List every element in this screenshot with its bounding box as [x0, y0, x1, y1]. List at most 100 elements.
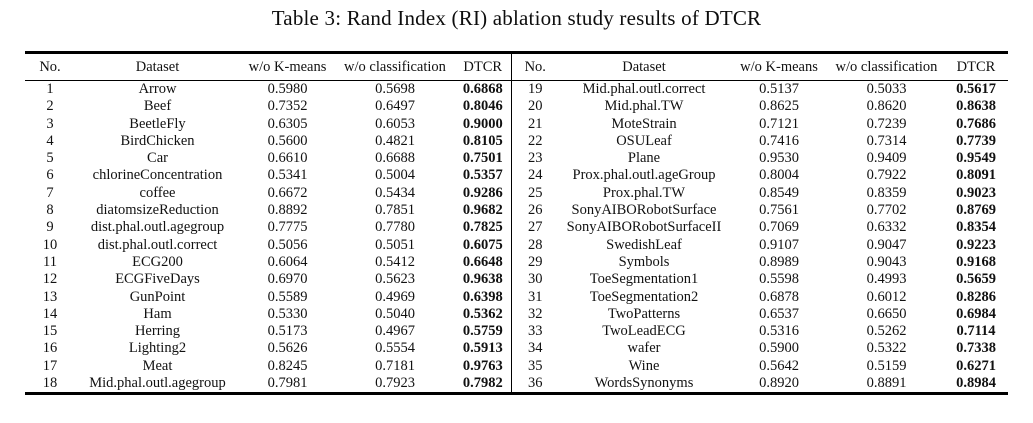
dtcr-cell: 0.9000	[462, 115, 503, 132]
table-row: 9 dist.phal.outl.agegroup 0.7775 0.7780 0.78…	[25, 219, 1008, 237]
dataset-cell: Beef	[143, 98, 172, 115]
table-row: 13 GunPoint 0.5589 0.4969 0.6398 31 ToeSegment…	[25, 288, 1008, 306]
dataset-cell: diatomsizeReduction	[96, 202, 219, 219]
wo-classification-cell: 0.6650	[866, 305, 907, 322]
wo-classification-cell: 0.4993	[866, 271, 907, 288]
dtcr-cell: 0.8769	[956, 202, 996, 219]
wo-classification-cell: 0.6497	[375, 98, 415, 115]
wo-kmeans-cell: 0.6610	[267, 150, 308, 167]
no-cell: 14	[42, 305, 58, 322]
no-cell: 4	[46, 132, 54, 149]
dataset-cell: dist.phal.outl.correct	[97, 236, 218, 253]
col-header-wo-kmeans-left: w/o K-means	[240, 52, 335, 81]
table-row: 14 Ham 0.5330 0.5040 0.5362 32 TwoPatterns 0.65…	[25, 305, 1008, 324]
table-row: 18 Mid.phal.outl.agegroup 0.7981 0.7923 0.79…	[25, 375, 1008, 394]
wo-classification-cell: 0.7922	[866, 167, 907, 184]
dataset-cell: coffee	[139, 184, 176, 201]
dtcr-cell: 0.7114	[956, 323, 996, 340]
wo-classification-cell: 0.6688	[375, 150, 415, 167]
wo-kmeans-cell: 0.5173	[267, 323, 308, 340]
no-cell: 5	[46, 150, 54, 167]
dtcr-cell: 0.5759	[462, 323, 503, 340]
wo-classification-cell: 0.7923	[375, 375, 415, 392]
no-cell: 17	[42, 357, 58, 374]
col-header-no-left: No.	[25, 52, 75, 81]
dataset-cell: Meat	[142, 357, 173, 374]
dtcr-cell: 0.8984	[956, 375, 996, 392]
wo-kmeans-cell: 0.8892	[267, 202, 308, 219]
wo-classification-cell: 0.4969	[375, 288, 415, 305]
no-cell: 1	[46, 81, 54, 97]
no-cell: 31	[510, 288, 559, 306]
no-cell: 10	[42, 236, 58, 253]
wo-kmeans-cell: 0.8920	[759, 375, 799, 392]
no-cell: 16	[42, 340, 58, 357]
col-header-wo-classification-left: w/o classification	[335, 52, 455, 81]
dataset-cell: ToeSegmentation2	[589, 288, 699, 305]
dataset-cell: TwoLeadECG	[602, 323, 686, 340]
dataset-cell: WordsSynonyms	[594, 375, 694, 392]
wo-kmeans-cell: 0.9530	[759, 150, 799, 167]
dataset-cell: Lighting2	[128, 340, 187, 357]
no-cell: 2	[46, 98, 54, 115]
wo-classification-cell: 0.4967	[375, 323, 415, 340]
dataset-cell: Prox.phal.TW	[602, 184, 686, 201]
no-cell: 36	[510, 375, 559, 394]
dataset-cell: dist.phal.outl.agegroup	[90, 219, 225, 236]
wo-classification-cell: 0.5322	[866, 340, 907, 357]
wo-kmeans-cell: 0.7352	[267, 98, 308, 115]
dataset-cell: Arrow	[138, 81, 177, 97]
no-cell: 24	[510, 167, 559, 185]
dataset-cell: OSULeaf	[616, 132, 672, 149]
wo-classification-cell: 0.7780	[375, 219, 415, 236]
wo-classification-cell: 0.7239	[866, 115, 907, 132]
no-cell: 26	[510, 202, 559, 220]
wo-classification-cell: 0.8359	[866, 184, 907, 201]
dataset-cell: Symbols	[618, 253, 670, 270]
wo-classification-cell: 0.5412	[375, 253, 415, 270]
wo-kmeans-cell: 0.5598	[759, 271, 799, 288]
dtcr-cell: 0.6075	[462, 236, 503, 253]
dtcr-cell: 0.9682	[462, 202, 503, 219]
no-cell: 35	[510, 357, 559, 376]
dtcr-cell: 0.6868	[462, 81, 503, 97]
table-row: 4 BirdChicken 0.5600 0.4821 0.8105 22 OSULeaf 0…	[25, 132, 1008, 151]
no-cell: 18	[42, 375, 58, 392]
dtcr-cell: 0.5617	[956, 81, 996, 97]
dtcr-cell: 0.8638	[956, 98, 996, 115]
dataset-cell: SwedishLeaf	[606, 236, 682, 253]
no-cell: 3	[46, 115, 54, 132]
wo-kmeans-cell: 0.7561	[759, 202, 799, 219]
no-cell: 13	[42, 288, 58, 305]
no-cell: 15	[42, 323, 58, 340]
wo-kmeans-cell: 0.8004	[759, 167, 799, 184]
no-cell: 27	[510, 219, 559, 237]
wo-classification-cell: 0.7181	[375, 357, 415, 374]
table-body: 1 Arrow 0.5980 0.5698 0.6868 19 Mid.phal.outl.…	[25, 80, 1008, 394]
wo-classification-cell: 0.7702	[866, 202, 907, 219]
dtcr-cell: 0.8091	[956, 167, 996, 184]
dtcr-cell: 0.7501	[462, 150, 503, 167]
table-row: 7 coffee 0.6672 0.5434 0.9286 25 Prox.phal.TW 0…	[25, 184, 1008, 203]
wo-classification-cell: 0.5051	[375, 236, 415, 253]
no-cell: 30	[510, 271, 559, 289]
no-cell: 23	[510, 150, 559, 168]
dataset-cell: Ham	[143, 305, 172, 322]
no-cell: 21	[510, 115, 559, 133]
dtcr-cell: 0.6984	[956, 305, 996, 322]
wo-classification-cell: 0.5262	[866, 323, 907, 340]
table-row: 1 Arrow 0.5980 0.5698 0.6868 19 Mid.phal.outl.…	[25, 80, 1008, 99]
dtcr-cell: 0.7739	[956, 132, 996, 149]
col-header-no-right: No.	[510, 52, 559, 81]
wo-classification-cell: 0.8891	[866, 375, 907, 392]
dataset-cell: BeetleFly	[129, 115, 186, 132]
dataset-cell: MoteStrain	[611, 115, 677, 132]
dtcr-cell: 0.9549	[956, 150, 996, 167]
wo-kmeans-cell: 0.7069	[759, 219, 799, 236]
wo-kmeans-cell: 0.6878	[759, 288, 799, 305]
results-table: No. Dataset w/o K-means w/o classification D…	[25, 51, 1008, 396]
no-cell: 20	[510, 98, 559, 116]
wo-kmeans-cell: 0.5900	[759, 340, 799, 357]
table-row: 10 dist.phal.outl.correct 0.5056 0.5051 0.60…	[25, 236, 1008, 254]
wo-kmeans-cell: 0.7416	[759, 132, 799, 149]
